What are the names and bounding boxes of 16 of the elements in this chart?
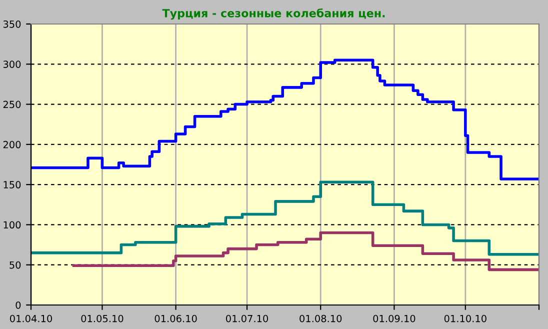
chart-title: Турция - сезонные колебания цен.	[162, 8, 385, 20]
y-tick-label: 150	[4, 181, 21, 188]
y-tick-label: 300	[3, 60, 21, 68]
y-tick-label: 0	[16, 301, 21, 309]
x-tick-label: 01.04.10	[10, 314, 52, 322]
y-tick-label: 350	[3, 20, 21, 28]
y-tick-label: 50	[10, 261, 21, 269]
y-tick-label: 100	[4, 221, 21, 229]
y-tick-label: 250	[3, 100, 21, 108]
x-tick-label: 01.08.10	[300, 314, 342, 322]
x-tick-label: 01.05.10	[81, 314, 124, 322]
y-tick-label: 200	[3, 140, 21, 148]
x-tick-label: 01.07.10	[226, 314, 268, 322]
x-tick-label: 01.06.10	[154, 314, 197, 322]
x-tick-label: 01.10.10	[444, 314, 486, 322]
x-tick-label: 01.09.10	[373, 314, 416, 322]
